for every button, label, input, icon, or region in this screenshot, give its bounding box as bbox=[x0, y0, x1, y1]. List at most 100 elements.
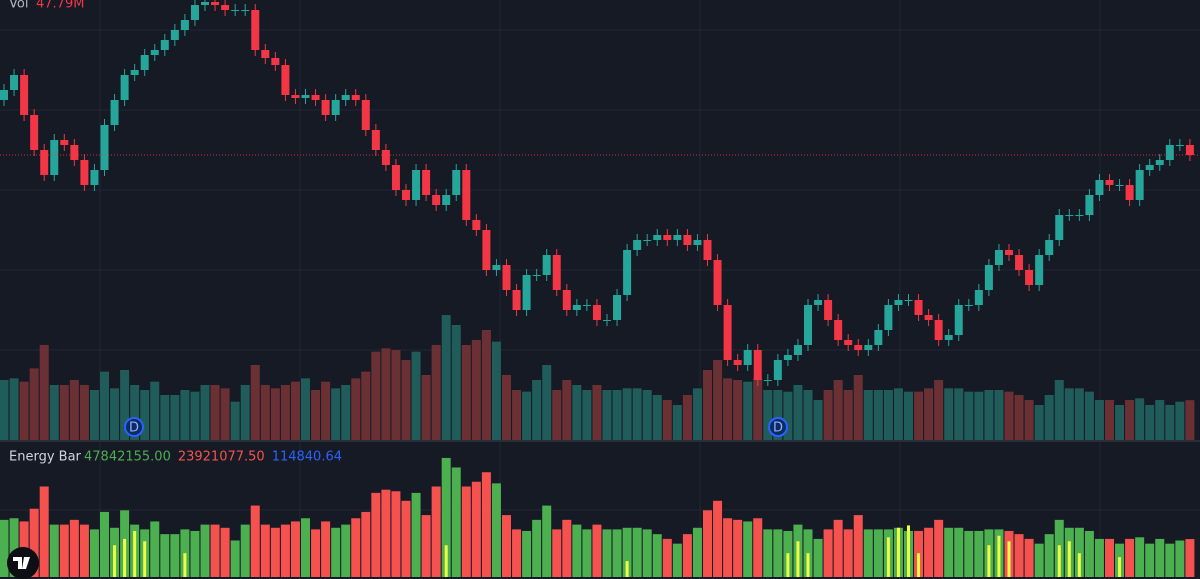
candle-body bbox=[633, 240, 642, 250]
event-label[interactable]: D bbox=[773, 421, 783, 436]
energy-bar bbox=[461, 486, 471, 577]
energy-bar bbox=[361, 511, 371, 577]
energy-bar bbox=[1145, 543, 1155, 577]
volume-bar bbox=[1084, 391, 1094, 440]
energy-bar bbox=[401, 500, 411, 577]
energy-bar bbox=[542, 505, 552, 577]
candle-body bbox=[432, 195, 441, 205]
volume-bar bbox=[69, 380, 79, 440]
candle-body bbox=[994, 250, 1003, 265]
energy-yellow-bar bbox=[796, 541, 800, 577]
candle-body bbox=[582, 305, 591, 306]
energy-yellow-bar bbox=[444, 545, 448, 577]
candle-body bbox=[653, 235, 662, 240]
volume-bar bbox=[622, 388, 632, 440]
logo-glyph[interactable] bbox=[13, 557, 30, 569]
energy-yellow-bar bbox=[1007, 541, 1011, 577]
candle-body bbox=[783, 355, 792, 360]
volume-bar bbox=[572, 385, 582, 440]
volume-bar bbox=[421, 375, 431, 440]
candle-body bbox=[1165, 145, 1174, 160]
energy-bar bbox=[1165, 543, 1175, 577]
energy-bar bbox=[200, 524, 210, 577]
volume-bar bbox=[59, 385, 69, 440]
candle-body bbox=[1085, 195, 1094, 215]
energy-bar bbox=[160, 534, 170, 577]
candle-body bbox=[341, 95, 350, 100]
candle-body bbox=[0, 90, 8, 100]
event-marker[interactable]: D bbox=[124, 417, 144, 437]
candle-body bbox=[683, 235, 692, 245]
event-marker[interactable]: D bbox=[768, 417, 788, 437]
energy-bar bbox=[1084, 530, 1094, 577]
volume-bar bbox=[1115, 405, 1125, 440]
candle-body bbox=[291, 95, 300, 98]
candle-body bbox=[301, 95, 310, 98]
volume-bar bbox=[441, 315, 451, 440]
energy-bar bbox=[270, 527, 280, 577]
legend-value: 47842155.00 bbox=[84, 450, 171, 465]
candle-body bbox=[271, 58, 280, 65]
energy-legend: 47842155.00 23921077.50 114840.64 bbox=[84, 450, 342, 465]
volume-bar bbox=[39, 345, 49, 440]
energy-bar bbox=[622, 527, 632, 577]
energy-yellow-bar bbox=[1067, 541, 1071, 577]
energy-bar bbox=[863, 529, 873, 577]
candle-body bbox=[733, 360, 742, 365]
volume-bar bbox=[1024, 400, 1034, 440]
candle-body bbox=[693, 240, 702, 245]
event-label[interactable]: D bbox=[129, 421, 139, 436]
volume-bar bbox=[371, 351, 381, 440]
candle-body bbox=[381, 150, 390, 165]
energy-bar bbox=[341, 524, 351, 577]
energy-bar bbox=[39, 486, 49, 577]
volume-bar bbox=[954, 388, 964, 440]
candle-body bbox=[190, 5, 199, 20]
candle-body bbox=[884, 305, 893, 330]
volume-bar bbox=[843, 390, 853, 440]
energy-bar bbox=[481, 472, 491, 577]
volume-bar bbox=[29, 368, 39, 440]
energy-bar bbox=[421, 515, 431, 577]
candle-body bbox=[844, 340, 853, 345]
energy-bar bbox=[934, 519, 944, 577]
energy-bar bbox=[562, 519, 572, 577]
candle-layer bbox=[0, 0, 1200, 386]
candle-body bbox=[60, 140, 69, 145]
candle-body bbox=[984, 265, 993, 290]
candle-body bbox=[150, 50, 159, 55]
energy-bar bbox=[703, 510, 712, 577]
candle-body bbox=[140, 55, 149, 70]
volume-bar bbox=[19, 381, 29, 440]
event-circle[interactable] bbox=[124, 417, 144, 437]
candle-body bbox=[743, 350, 752, 365]
volume-bar bbox=[170, 395, 180, 440]
candle-body bbox=[30, 115, 39, 150]
energy-bar bbox=[290, 521, 300, 577]
energy-bar bbox=[512, 529, 522, 577]
candle-body bbox=[1155, 160, 1164, 165]
volume-bar bbox=[411, 351, 421, 440]
energy-bar bbox=[1135, 537, 1145, 577]
energy-yellow-bar bbox=[1077, 553, 1081, 577]
energy-bar bbox=[1044, 534, 1054, 577]
volume-bar bbox=[280, 385, 290, 440]
logo[interactable] bbox=[7, 547, 39, 579]
energy-bar bbox=[843, 529, 853, 577]
energy-bar bbox=[1014, 534, 1024, 577]
energy-bar bbox=[491, 483, 501, 577]
volume-bar bbox=[883, 390, 893, 440]
candle-body bbox=[1005, 250, 1013, 255]
candle-body bbox=[854, 345, 863, 350]
energy-bar bbox=[924, 527, 934, 577]
energy-yellow-bar bbox=[625, 561, 629, 577]
candle-body bbox=[1045, 240, 1054, 255]
volume-bar bbox=[1064, 388, 1074, 440]
volume-bar bbox=[803, 390, 813, 440]
event-circle[interactable] bbox=[768, 417, 788, 437]
volume-bar bbox=[773, 390, 783, 440]
volume-bar bbox=[853, 375, 863, 440]
energy-bar bbox=[170, 534, 180, 577]
volume-bar bbox=[401, 360, 411, 440]
volume-bar bbox=[110, 388, 120, 440]
